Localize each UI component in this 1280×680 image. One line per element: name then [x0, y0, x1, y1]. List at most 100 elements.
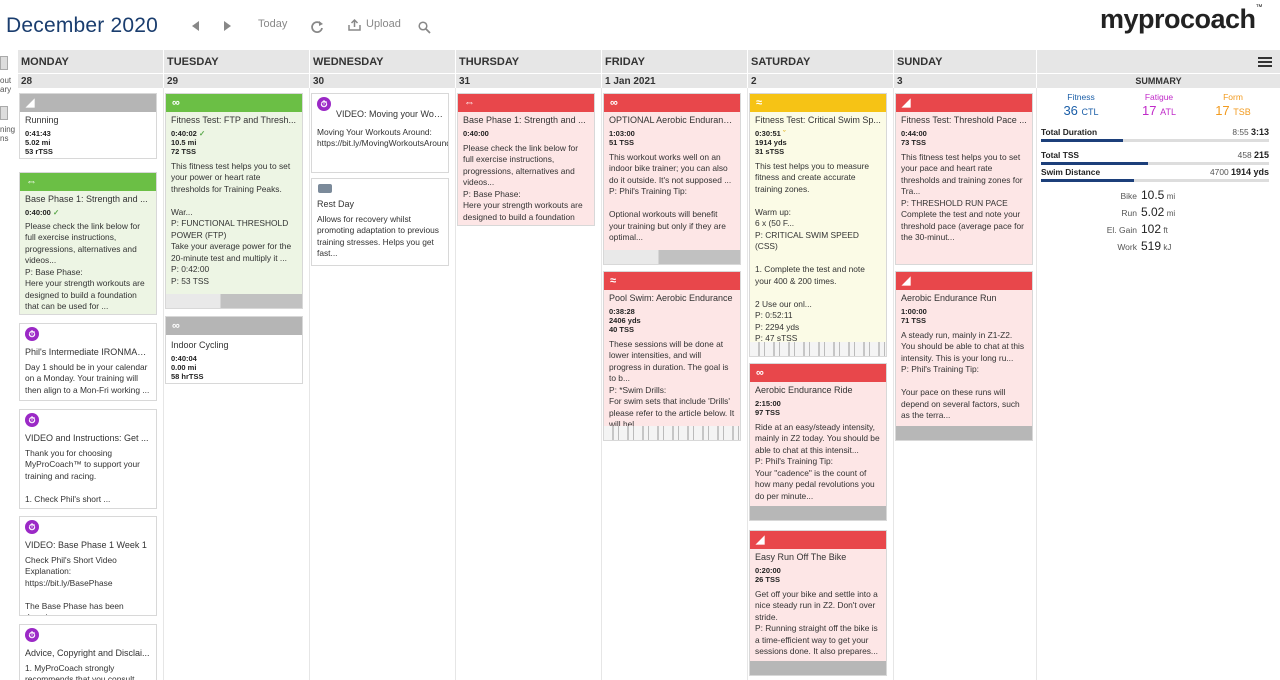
- hamburger-menu-icon[interactable]: [1258, 57, 1272, 59]
- workout-description: A steady run, mainly in Z1-Z2. You shoul…: [901, 329, 1025, 421]
- workout-duration: 0:41:43: [25, 128, 51, 138]
- rest-day-card[interactable]: Rest Day Allows for recovery whilst prom…: [311, 178, 449, 266]
- day-header-sunday: SUNDAY: [894, 50, 1037, 73]
- day-date-sunday: 3: [894, 73, 1037, 88]
- workout-card[interactable]: ∞ Fitness Test: FTP and Thresh... 0:40:0…: [165, 93, 303, 309]
- workout-title: Aerobic Endurance Ride: [755, 385, 853, 395]
- bed-icon: [318, 184, 332, 193]
- workout-structure-graph: [604, 250, 740, 264]
- note-title: Advice, Copyright and Disclai...: [25, 648, 150, 658]
- total-duration-actual: 3:13: [1250, 127, 1269, 137]
- total-duration-row: Total Duration 8:55 3:13: [1041, 127, 1269, 137]
- workout-duration: 0:38:28: [609, 306, 635, 316]
- brand-logo: myprocoach™: [1100, 4, 1263, 35]
- workout-duration: 0:40:04: [171, 353, 197, 363]
- workout-distance: 2406 yds: [609, 315, 641, 325]
- note-card[interactable]: ⏱ VIDEO: Moving your Workout... Moving Y…: [311, 93, 449, 173]
- metric-label: El. Gain: [1106, 225, 1137, 235]
- workout-title: Base Phase 1: Strength and ...: [463, 115, 586, 125]
- sidebar-label-1b: ary: [0, 85, 12, 94]
- workout-tss: 58 hrTSS: [171, 371, 204, 381]
- metric-label: Run: [1121, 208, 1137, 218]
- workout-card[interactable]: ◢ Fitness Test: Threshold Pace ... 0:44:…: [895, 93, 1033, 265]
- total-duration-progress: [1041, 139, 1269, 142]
- note-description: 1. MyProCoach strongly recommends that y…: [25, 662, 135, 680]
- workout-structure-graph: [750, 342, 886, 356]
- next-arrow-icon[interactable]: [224, 21, 232, 31]
- workout-card[interactable]: ∞ OPTIONAL Aerobic Enduranc... 1:03:00 5…: [603, 93, 741, 265]
- top-toolbar: December 2020 Today Upload myprocoach™: [0, 0, 1280, 50]
- day-date-thursday: 31: [456, 73, 602, 88]
- workout-description: This workout works well on an indoor bik…: [609, 151, 732, 243]
- note-card[interactable]: ⏱ VIDEO: Base Phase 1 Week 1 Check Phil'…: [19, 516, 157, 616]
- training-plans-icon[interactable]: [0, 106, 8, 120]
- note-description: Moving Your Workouts Around: https://bit…: [317, 126, 449, 149]
- note-card[interactable]: ⏱ Phil's Intermediate IRONMAN... Day 1 s…: [19, 323, 157, 401]
- calendar-grid: MONDAY TUESDAY WEDNESDAY THURSDAY FRIDAY…: [18, 50, 1280, 680]
- upload-button[interactable]: Upload: [348, 18, 408, 34]
- swim-distance-actual: 1914 yds: [1230, 167, 1269, 177]
- workout-card[interactable]: ◢ Running 0:41:43 5.02 mi 53 rTSS: [19, 93, 157, 159]
- total-duration-planned: 8:55: [1232, 127, 1249, 137]
- strength-icon: ⇔: [464, 97, 475, 109]
- workout-tss: 31 sTSS: [755, 146, 785, 156]
- workout-duration: 2:15:00: [755, 398, 781, 408]
- day-column-wednesday[interactable]: ⏱ VIDEO: Moving your Workout... Moving Y…: [310, 88, 456, 680]
- day-column-tuesday[interactable]: ∞ Fitness Test: FTP and Thresh... 0:40:0…: [164, 88, 310, 680]
- rest-title: Rest Day: [317, 199, 355, 209]
- today-button[interactable]: Today: [258, 18, 288, 30]
- refresh-icon[interactable]: [310, 20, 324, 34]
- stopwatch-icon: ⏱: [317, 97, 331, 111]
- workout-card[interactable]: ∞ Aerobic Endurance Ride 2:15:00 97 TSS …: [749, 363, 887, 521]
- stopwatch-icon: ⏱: [25, 520, 39, 534]
- note-card[interactable]: ⏱ VIDEO and Instructions: Get ... Thank …: [19, 409, 157, 509]
- day-date-wednesday: 30: [310, 73, 456, 88]
- day-column-sunday[interactable]: ◢ Fitness Test: Threshold Pace ... 0:44:…: [894, 88, 1037, 680]
- workout-title: Base Phase 1: Strength and ...: [25, 194, 148, 204]
- metric-row: Bike 10.5 mi: [1097, 188, 1237, 202]
- total-tss-actual: 215: [1253, 150, 1269, 160]
- metric-value: 5.02: [1141, 205, 1165, 219]
- note-title: VIDEO and Instructions: Get ...: [25, 433, 149, 443]
- workout-library-icon[interactable]: [0, 56, 8, 70]
- workout-card[interactable]: ∞ Indoor Cycling 0:40:04 0.00 mi 58 hrTS…: [165, 316, 303, 384]
- strength-icon: ⇔: [26, 176, 37, 188]
- workout-card[interactable]: ⇔ Base Phase 1: Strength and ... 0:40:00…: [457, 93, 595, 226]
- workout-description: These sessions will be done at lower int…: [609, 338, 735, 430]
- workout-card[interactable]: ≈ Fitness Test: Critical Swim Sp... 0:30…: [749, 93, 887, 357]
- swim-icon: ≈: [756, 97, 763, 109]
- fatigue-unit: ATL: [1160, 107, 1176, 117]
- workout-card[interactable]: ◢ Aerobic Endurance Run 1:00:00 71 TSS A…: [895, 271, 1033, 441]
- day-date-friday: 1 Jan 2021: [602, 73, 748, 88]
- day-date-saturday: 2: [748, 73, 894, 88]
- day-column-monday[interactable]: ◢ Running 0:41:43 5.02 mi 53 rTSS ⇔ Base…: [18, 88, 164, 680]
- day-column-thursday[interactable]: ⇔ Base Phase 1: Strength and ... 0:40:00…: [456, 88, 602, 680]
- total-tss-planned: 458: [1237, 150, 1252, 160]
- day-column-friday[interactable]: ∞ OPTIONAL Aerobic Enduranc... 1:03:00 5…: [602, 88, 748, 680]
- day-date-tuesday: 29: [164, 73, 310, 88]
- fitness-label: Fitness: [1067, 92, 1095, 102]
- note-card[interactable]: ⏱ Advice, Copyright and Disclai... 1. My…: [19, 624, 157, 680]
- search-icon[interactable]: [418, 21, 431, 34]
- workout-card[interactable]: ≈ Pool Swim: Aerobic Endurance 0:38:28 2…: [603, 271, 741, 441]
- day-header-monday: MONDAY: [18, 50, 164, 73]
- sidebar-label-1a: out: [0, 76, 12, 85]
- run-shoe-icon: ◢: [902, 97, 911, 109]
- sidebar-label-2b: ns: [0, 134, 9, 143]
- metric-unit: ft: [1163, 226, 1168, 235]
- workout-tss: 51 TSS: [609, 137, 635, 147]
- prev-arrow-icon[interactable]: [192, 21, 200, 31]
- day-column-saturday[interactable]: ≈ Fitness Test: Critical Swim Sp... 0:30…: [748, 88, 894, 680]
- metric-row: Work 519 kJ: [1097, 239, 1237, 253]
- workout-card[interactable]: ⇔ Base Phase 1: Strength and ... 0:40:00…: [19, 172, 157, 315]
- workout-distance: 10.5 mi: [171, 137, 197, 147]
- workout-card[interactable]: ◢ Easy Run Off The Bike 0:20:00 26 TSS G…: [749, 530, 887, 676]
- workout-description: Get off your bike and settle into a nice…: [755, 588, 878, 657]
- stopwatch-icon: ⏱: [25, 628, 39, 642]
- workout-title: Indoor Cycling: [171, 340, 229, 350]
- workout-title: Easy Run Off The Bike: [755, 552, 847, 562]
- workout-description: This test helps you to measure fitness a…: [755, 160, 870, 344]
- completed-check-icon: ✓: [198, 128, 206, 138]
- run-shoe-icon: ◢: [26, 97, 35, 109]
